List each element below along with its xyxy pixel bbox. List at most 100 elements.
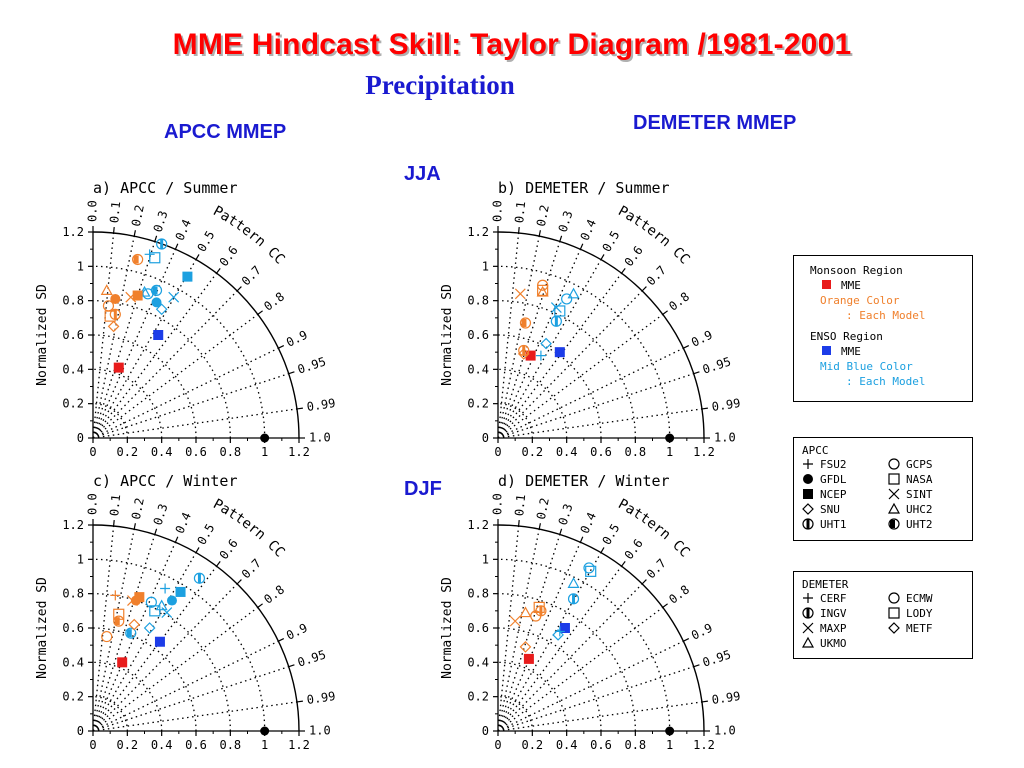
data-point-monsoon-uhc2: [100, 284, 113, 295]
cc-tick-label: 1.0: [714, 724, 736, 738]
cc-radial-line: [92, 248, 176, 439]
cc-tick: [518, 227, 520, 234]
data-point-enso-ingv: [550, 315, 562, 327]
legend-title: DEMETER: [802, 578, 849, 591]
cc-radial-line: [497, 552, 602, 732]
legend-label-ncep: NCEP: [820, 488, 847, 501]
legend-label-metf: METF: [906, 622, 933, 635]
cc-tick-label: 0.3: [556, 209, 576, 234]
legend-symbol-maxp: [802, 622, 814, 634]
sd-arc: [497, 593, 636, 732]
cc-tick-label: 0.5: [195, 521, 218, 547]
marker-cross: [161, 607, 173, 618]
marker-diamond: [143, 622, 156, 634]
sd-tick-label-y: 1.2: [467, 225, 489, 239]
sd-tick-label-x: 0.2: [521, 445, 543, 459]
marker-cross: [125, 291, 137, 303]
legend-symbol-fsu2: [803, 459, 813, 469]
data-point-monsoon-uht2: [132, 253, 144, 266]
sd-tick-label-x: 1: [261, 738, 268, 752]
sd-tick-label-x: 0.2: [521, 738, 543, 752]
marker-filled-square: [117, 657, 128, 668]
legend-symbol-ecmw: [888, 592, 900, 604]
reference-point: [665, 726, 675, 736]
marker-filled-square: [559, 623, 570, 633]
data-point-enso-uhc2: [155, 599, 168, 611]
cc-tick-label: 0.4: [578, 217, 600, 242]
sd-tick-label-y: 0.4: [62, 655, 84, 669]
data-point-monsoon-mme: [117, 657, 128, 668]
data-point-monsoon-snu: [128, 618, 141, 631]
cc-tick-label: 1.0: [714, 431, 736, 445]
sd-tick-label-x: 0.4: [556, 445, 578, 459]
marker-halfbar: [133, 255, 139, 264]
data-point-enso-gfdl: [166, 595, 177, 606]
cc-tick-label: 0.8: [261, 582, 287, 606]
marker-triangle: [519, 606, 532, 618]
cc-tick: [641, 579, 647, 585]
cc-tick: [538, 523, 541, 530]
sd-arc: [497, 334, 602, 439]
cc-tick: [693, 371, 700, 375]
data-point-monsoon-uht1: [519, 317, 532, 329]
sd-tick-label-x: 0.6: [185, 445, 207, 459]
cc-tick: [216, 268, 221, 274]
marker-circle-halfbar: [519, 317, 532, 329]
monsoon-color-note: Orange Color: [820, 294, 900, 307]
marker-filled-circle: [130, 595, 141, 606]
outer-arc: [497, 231, 705, 439]
apcc-heading: APCC MMEP: [164, 121, 287, 143]
cc-tick: [113, 520, 115, 527]
cc-tick-label: 0.2: [129, 204, 147, 228]
cc-radial-line: [497, 541, 581, 732]
data-point-monsoon-ukmo: [536, 285, 549, 297]
sd-arc: [497, 696, 533, 732]
data-point-enso-snu: [155, 303, 168, 316]
cc-tick-label: 0.9: [284, 328, 310, 350]
monsoon-mme-entry: MME: [822, 278, 861, 293]
cc-tick: [662, 603, 668, 608]
sd-tick-label-y: 0.4: [467, 362, 489, 376]
enso-mme-label: MME: [841, 345, 861, 358]
marker-bar: [522, 345, 526, 356]
sd-tick-label-x: 1.2: [693, 445, 715, 459]
marker-square: [533, 601, 545, 614]
cc-tick: [174, 243, 179, 250]
sd-tick-label-y: 0.8: [62, 587, 84, 601]
data-point-enso-uht2: [125, 627, 137, 639]
cc-tick: [518, 520, 520, 527]
cc-tick: [683, 638, 690, 642]
cc-tick: [600, 547, 605, 553]
data-point-enso-fsu2: [160, 583, 171, 594]
data-point-monsoon-gfdl: [130, 595, 141, 606]
cc-radial-line: [497, 290, 643, 439]
cc-tick: [154, 528, 158, 535]
monsoon-mme-label: MME: [841, 279, 861, 292]
cc-tick-label: 0.2: [129, 497, 147, 521]
cc-tick: [257, 603, 263, 608]
marker-filled-square: [554, 347, 565, 358]
cc-tick: [621, 561, 626, 567]
data-point-enso-gcps: [145, 596, 157, 608]
marker-cross: [550, 302, 562, 313]
cc-tick: [693, 664, 700, 668]
marker-plus: [803, 593, 813, 603]
cc-tick-label: 0.6: [622, 536, 646, 562]
sd-arc: [92, 300, 231, 439]
data-point-monsoon-maxp: [509, 615, 521, 627]
sd-tick-label-y: 0.6: [62, 621, 84, 635]
marker-circle: [102, 300, 115, 312]
data-point-monsoon-sint: [125, 291, 137, 303]
marker-triangle: [567, 287, 580, 299]
marker-halfbar: [521, 318, 527, 327]
sd-tick-label-x: 0.6: [185, 738, 207, 752]
y-axis-label: Normalized SD: [35, 577, 50, 679]
cc-tick: [296, 407, 303, 410]
marker-diamond: [519, 641, 532, 653]
sd-arc: [92, 403, 128, 439]
